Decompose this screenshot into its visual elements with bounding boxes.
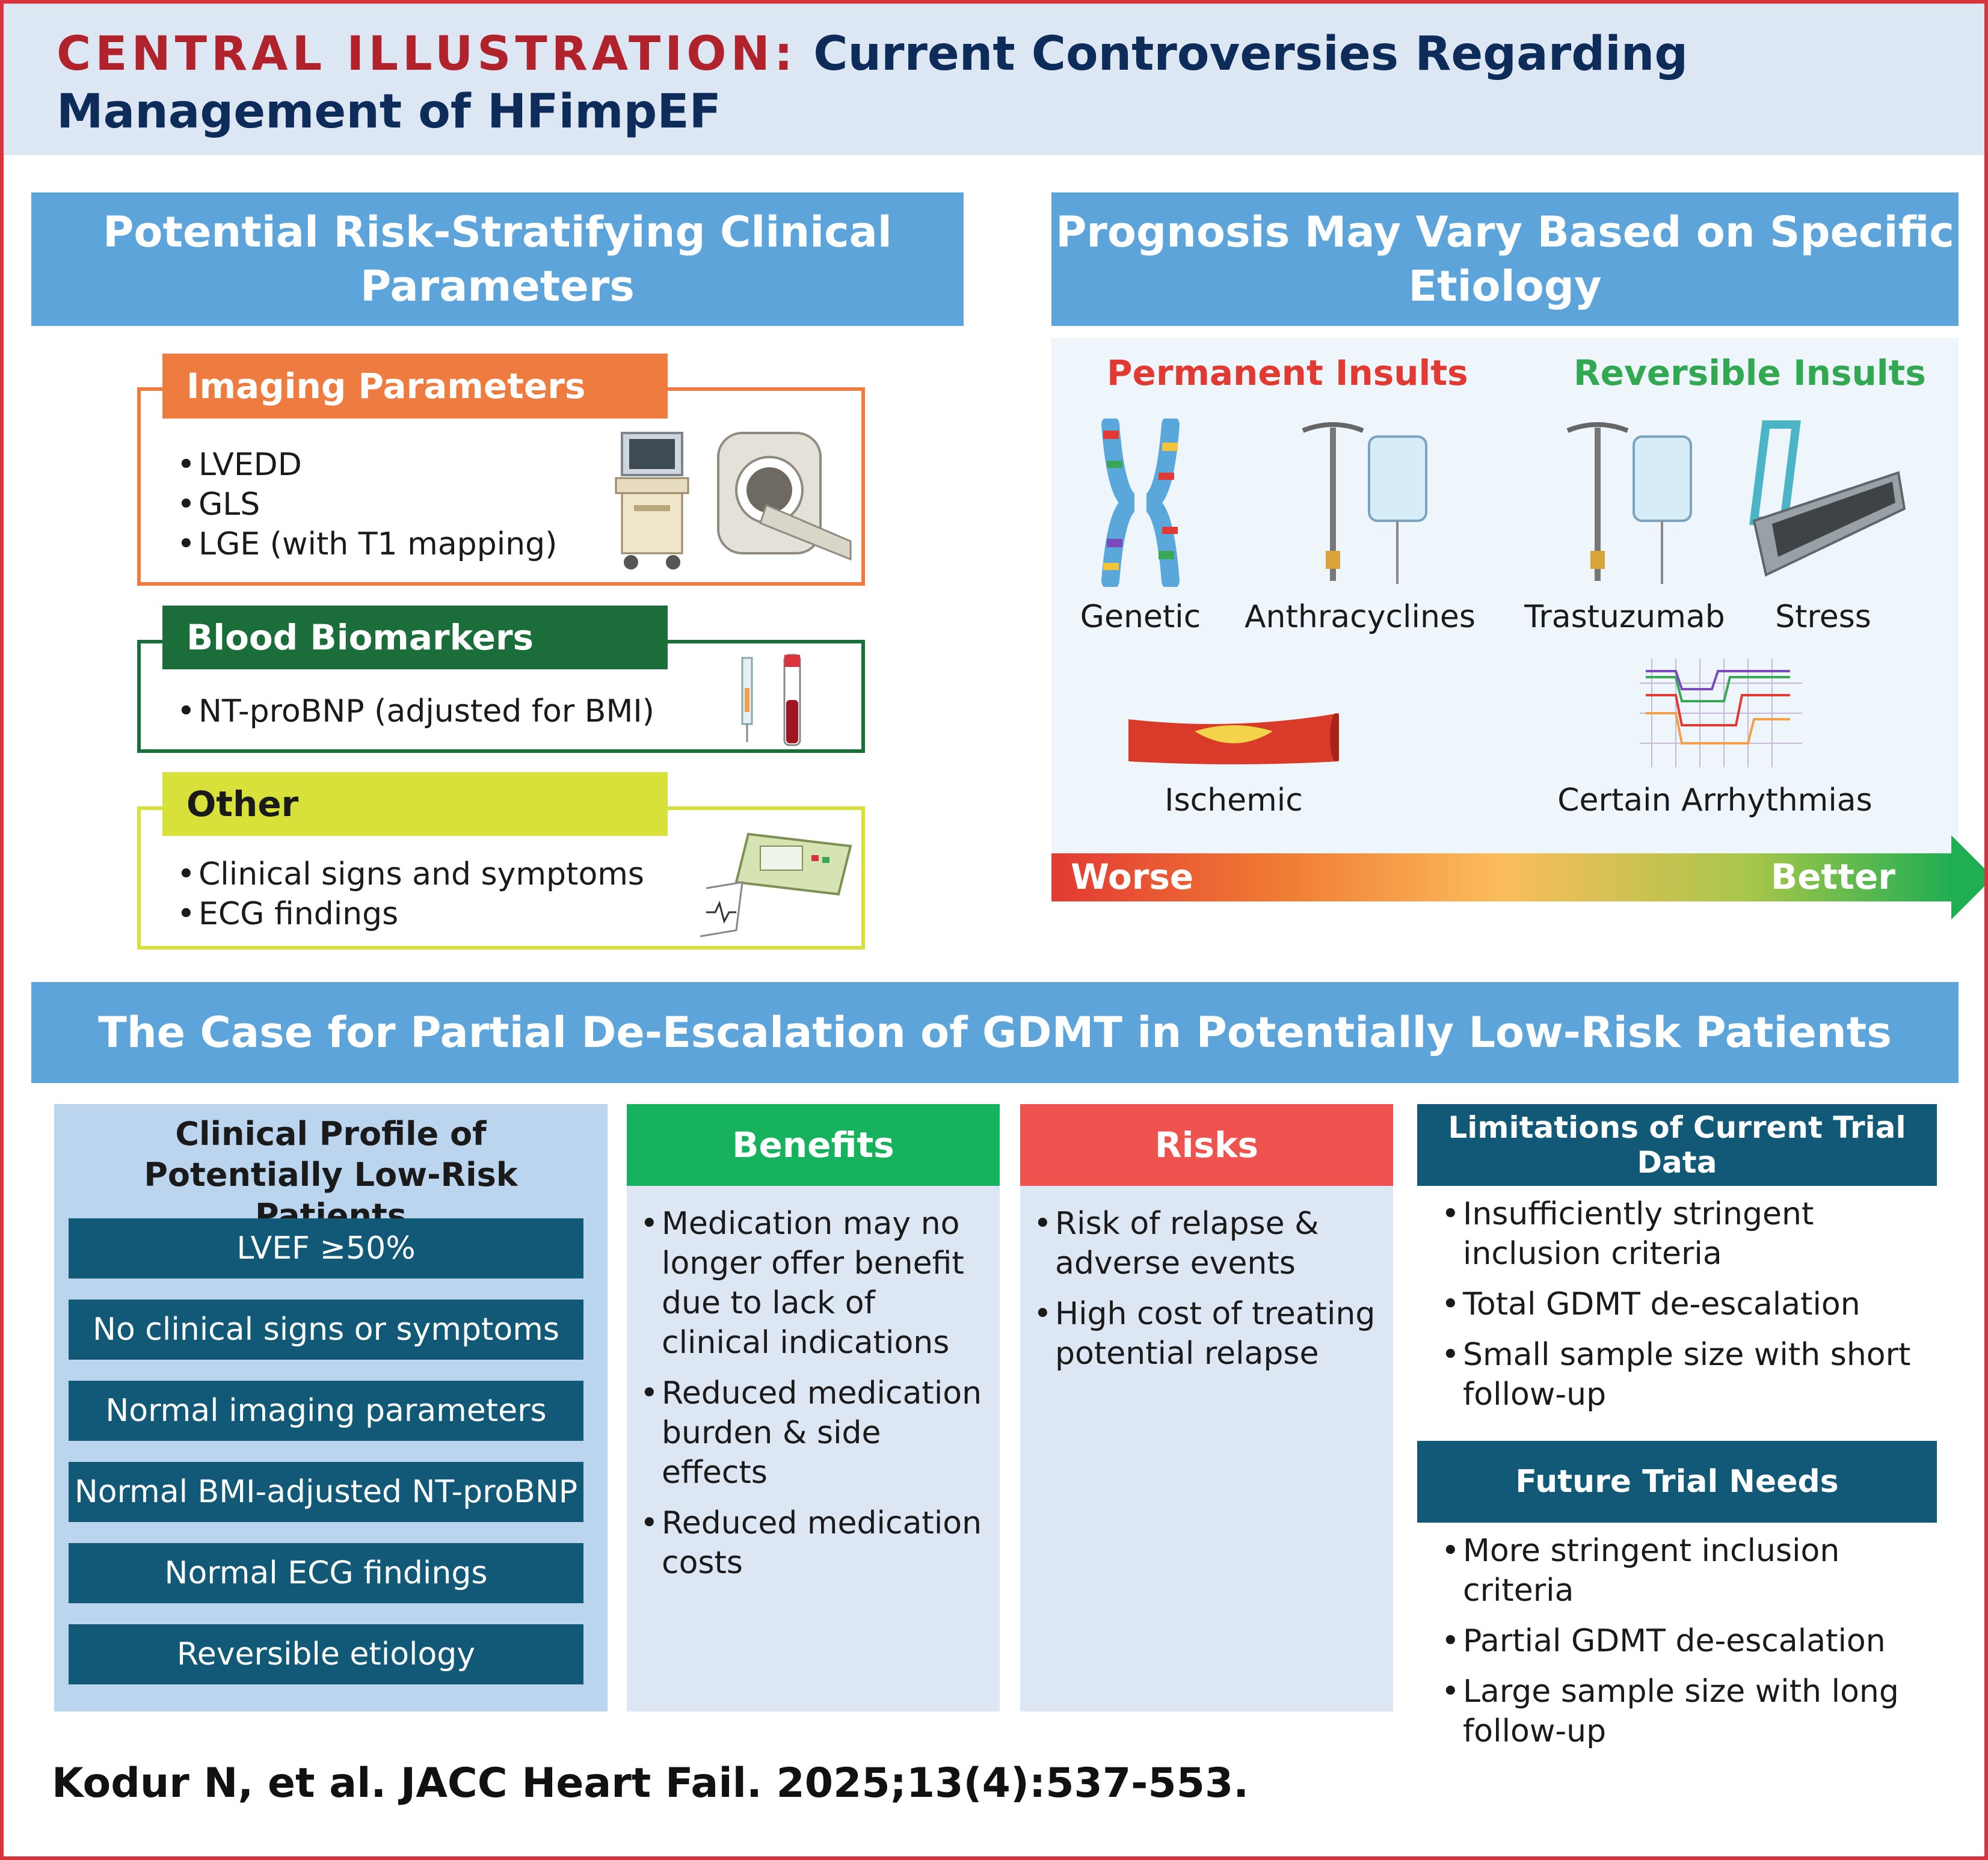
header-banner: CENTRAL ILLUSTRATION: Current Controvers… [4,4,1984,155]
blood-tube-icon [741,654,801,746]
permanent-insults-title: Permanent Insults [1107,352,1468,393]
citation: Kodur N, et al. JACC Heart Fail. 2025;13… [52,1760,1249,1807]
benefits-column: Benefits Medication may no longer offer … [627,1104,1000,1711]
iv-bag-icon [1566,422,1692,584]
future-item: Partial GDMT de-escalation [1441,1621,1953,1661]
limitations-list: Insufficiently stringent inclusion crite… [1441,1194,1953,1414]
risk-panel-title: Potential Risk-Stratifying Clinical Para… [103,207,892,311]
imaging-title: Imaging Parameters [186,366,586,407]
risks-title: Risks [1154,1125,1259,1165]
blood-title: Blood Biomarkers [186,617,534,658]
page-title: CENTRAL ILLUSTRATION: Current Controvers… [57,25,1951,141]
artery-icon [1128,713,1339,764]
other-list: Clinical signs and symptoms ECG findings [177,855,644,934]
arrhythmia-trace-icon [1640,659,1802,767]
benefit-item: Reduced medication burden & side effects [640,1374,989,1493]
other-item: Clinical signs and symptoms [177,855,644,894]
iv-bag-icon [1302,422,1427,584]
limitations-header: Limitations of Current Trial Data [1417,1104,1937,1186]
ecg-machine-icon [700,832,852,938]
imaging-item: LVEDD [177,445,557,485]
imaging-tab: Imaging Parameters [162,354,668,419]
profile-item: LVEF ≥50% [69,1218,583,1278]
profile-column: Clinical Profile of Potentially Low-Risk… [54,1104,608,1711]
echo-machine-icon [615,432,689,569]
central-illustration-label: CENTRAL ILLUSTRATION: [57,27,798,81]
future-item: More stringent inclusion criteria [1441,1531,1953,1610]
etiology-panel-header: Prognosis May Vary Based on Specific Eti… [1051,192,1959,326]
profile-item: Normal ECG findings [69,1543,583,1603]
treadmill-icon [1749,420,1906,577]
blood-item: NT-proBNP (adjusted for BMI) [177,692,654,731]
limitation-item: Total GDMT de-escalation [1441,1285,1953,1324]
imaging-list: LVEDD GLS LGE (with T1 mapping) [177,445,557,564]
arrhythmias-label: Certain Arrhythmias [1557,782,1873,818]
risks-column: Risks Risk of relapse & adverse events H… [1020,1104,1393,1711]
risk-panel-header: Potential Risk-Stratifying Clinical Para… [31,192,964,326]
profile-item: No clinical signs or symptoms [69,1300,583,1360]
profile-item: Normal imaging parameters [69,1381,583,1441]
risk-item: Risk of relapse & adverse events [1033,1204,1382,1283]
other-tab: Other [162,772,668,836]
prognosis-arrowhead [1951,835,1984,919]
genetic-label: Genetic [1080,599,1201,635]
anthracyclines-label: Anthracyclines [1244,599,1476,635]
mri-scanner-icon [717,432,852,561]
blood-list: NT-proBNP (adjusted for BMI) [177,692,654,731]
benefits-title: Benefits [732,1125,894,1165]
ischemic-label: Ischemic [1165,782,1303,818]
prognosis-gradient-bar [1051,853,1951,901]
deescalation-title: The Case for Partial De-Escalation of GD… [98,1008,1892,1057]
other-title: Other [186,784,299,824]
risk-item: High cost of treating potential relapse [1033,1294,1382,1374]
stress-label: Stress [1775,599,1871,635]
etiology-panel [1051,338,1959,859]
limitation-item: Insufficiently stringent inclusion crite… [1441,1194,1953,1274]
title-text: Current Controversies Regarding Manageme… [57,27,1688,139]
blood-tab: Blood Biomarkers [162,606,668,669]
profile-item: Reversible etiology [69,1624,583,1684]
future-list: More stringent inclusion criteria Partia… [1441,1531,1953,1751]
risks-header: Risks [1020,1104,1393,1186]
reversible-insults-title: Reversible Insults [1574,352,1926,393]
trastuzumab-label: Trastuzumab [1524,599,1725,635]
profile-item: Normal BMI-adjusted NT-proBNP [69,1462,583,1522]
chromosome-icon [1101,419,1180,587]
better-label: Better [1771,856,1895,897]
future-item: Large sample size with long follow-up [1441,1672,1953,1751]
benefits-header: Benefits [627,1104,1000,1186]
imaging-item: GLS [177,485,557,524]
deescalation-header: The Case for Partial De-Escalation of GD… [31,982,1959,1083]
risks-list: Risk of relapse & adverse events High co… [1033,1204,1382,1374]
other-item: ECG findings [177,894,644,934]
benefits-list: Medication may no longer offer benefit d… [640,1204,989,1583]
worse-label: Worse [1071,856,1194,897]
limitations-title: Limitations of Current Trial Data [1448,1110,1906,1180]
limitation-item: Small sample size with short follow-up [1441,1335,1953,1414]
benefit-item: Medication may no longer offer benefit d… [640,1204,989,1363]
benefit-item: Reduced medication costs [640,1503,989,1583]
future-header: Future Trial Needs [1417,1441,1937,1523]
imaging-box: LVEDD GLS LGE (with T1 mapping) [137,387,865,586]
etiology-panel-title: Prognosis May Vary Based on Specific Eti… [1056,207,1954,311]
future-title: Future Trial Needs [1515,1464,1839,1500]
imaging-item: LGE (with T1 mapping) [177,524,557,564]
